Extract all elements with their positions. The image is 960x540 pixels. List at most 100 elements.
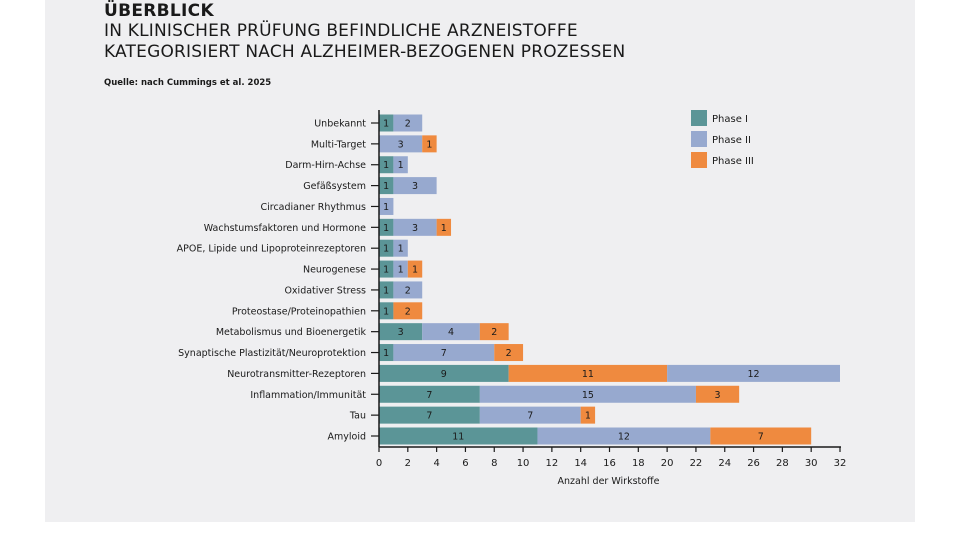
data-label: 2 [405,306,411,317]
bar-segment-phase-i [379,281,394,299]
data-label: 1 [412,265,418,276]
chart-subtitle-line-2: KATEGORISIERT NACH ALZHEIMER-BEZOGENEN P… [104,42,626,62]
category-label: APOE, Lipide und Lipoproteinrezeptoren [177,244,366,255]
legend-label: Phase II [712,135,751,146]
bar-segment-phase-ii [667,364,840,382]
data-label: 1 [398,265,404,276]
data-label: 1 [383,119,389,130]
data-label: 12 [748,369,760,380]
bar-segment-phase-ii [393,156,408,174]
bar-segment-phase-ii [393,281,423,299]
category-label: Inflammation/Immunität [250,390,366,401]
bar-segment-phase-i [379,239,394,257]
category-label: Multi-Target [311,139,366,150]
x-tick-label: 10 [517,458,530,469]
x-tick-label: 28 [776,458,789,469]
x-tick-label: 12 [546,458,559,469]
x-tick-label: 24 [718,458,731,469]
bar-segment-phase-ii [379,135,423,153]
bar-segment-phase-i [379,344,394,362]
category-label: Tau [349,411,366,422]
bar-segment-phase-i [379,302,394,320]
bar-segment-phase-ii [393,177,437,195]
data-label: 1 [383,223,389,234]
data-label: 1 [398,160,404,171]
data-label: 1 [383,285,389,296]
chart-subtitle-line-1: IN KLINISCHER PRÜFUNG BEFINDLICHE ARZNEI… [104,21,578,41]
legend-swatch [691,131,707,147]
x-axis-title: Anzahl der Wirkstoffe [558,476,660,487]
bar-segment-phase-iii [494,344,524,362]
category-label: Amyloid [328,432,367,443]
bar-segment-phase-ii [393,260,408,278]
x-tick-label: 0 [376,458,382,469]
data-label: 15 [582,390,594,401]
x-tick-label: 22 [690,458,703,469]
bar-segment-phase-iii [710,427,812,445]
data-label: 1 [383,202,389,213]
x-tick-label: 2 [405,458,411,469]
bar-segment-phase-iii [479,323,509,341]
bar-segment-phase-ii [393,239,408,257]
data-label: 2 [491,327,497,338]
data-label: 2 [506,348,512,359]
x-tick-label: 8 [491,458,497,469]
data-label: 2 [405,285,411,296]
bar-segment-phase-iii [393,302,423,320]
bar-segment-phase-ii [479,385,696,403]
bar-segment-phase-i [379,385,480,403]
legend-swatch [691,152,707,168]
bar-segment-phase-i [379,364,509,382]
data-label: 1 [383,244,389,255]
data-label: 11 [452,432,464,443]
data-label: 1 [383,265,389,276]
data-label: 7 [426,411,432,422]
category-label: Darm-Hirn-Achse [285,160,366,171]
bar-segment-phase-i [379,260,394,278]
category-label: Oxidativer Stress [284,285,366,296]
x-tick-label: 6 [462,458,468,469]
data-label: 1 [383,348,389,359]
bar-segment-phase-ii [393,218,437,236]
data-label: 3 [398,327,404,338]
data-label: 3 [398,139,404,150]
bar-segment-phase-ii [379,197,394,215]
data-label: 3 [412,223,418,234]
bar-segment-phase-i [379,177,394,195]
data-label: 12 [618,432,630,443]
bar-segment-phase-ii [479,406,581,424]
x-tick-label: 14 [574,458,587,469]
source-note: Quelle: nach Cummings et al. 2025 [104,78,272,88]
category-label: Wachstumsfaktoren und Hormone [204,223,366,234]
category-label: Metabolismus und Bioenergetik [216,327,367,338]
category-label: Neurotransmitter-Rezeptoren [227,369,366,380]
bar-segment-phase-iii [580,406,596,424]
category-label: Gefäßsystem [303,181,366,192]
data-label: 1 [383,181,389,192]
data-label: 1 [585,411,591,422]
legend-label: Phase III [712,156,754,167]
bar-segment-phase-i [379,114,394,132]
category-label: Circadianer Rhythmus [260,202,366,213]
bar-segment-phase-ii [393,344,495,362]
bar-segment-phase-i [379,406,480,424]
data-label: 1 [441,223,447,234]
bar-segment-phase-iii [422,135,437,153]
data-label: 4 [448,327,454,338]
x-tick-label: 4 [433,458,439,469]
bar-segment-phase-ii [393,114,423,132]
bar-segment-phase-i [379,156,394,174]
bar-segment-phase-i [379,323,423,341]
x-tick-label: 26 [747,458,760,469]
data-label: 7 [441,348,447,359]
data-label: 3 [412,181,418,192]
data-label: 7 [758,432,764,443]
category-label: Synaptische Plastizität/Neuroprotektion [178,348,366,359]
bar-segment-phase-i [379,427,538,445]
chart-heading: ÜBERBLICK [104,1,214,21]
category-label: Unbekannt [314,119,366,130]
data-label: 1 [426,139,432,150]
x-tick-label: 16 [603,458,616,469]
legend-swatch [691,110,707,126]
